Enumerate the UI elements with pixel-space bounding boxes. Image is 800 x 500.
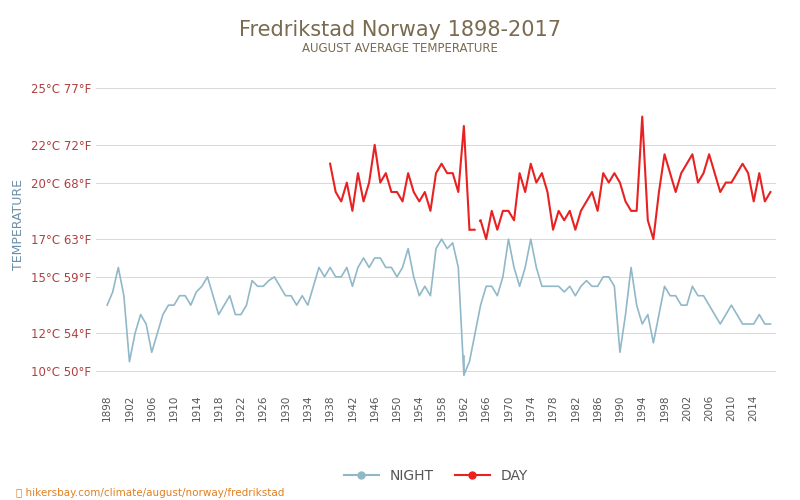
Text: 📍 hikersbay.com/climate/august/norway/fredrikstad: 📍 hikersbay.com/climate/august/norway/fr…: [16, 488, 284, 498]
Legend: NIGHT, DAY: NIGHT, DAY: [338, 464, 534, 488]
Text: AUGUST AVERAGE TEMPERATURE: AUGUST AVERAGE TEMPERATURE: [302, 42, 498, 56]
Y-axis label: TEMPERATURE: TEMPERATURE: [12, 180, 26, 270]
Text: Fredrikstad Norway 1898-2017: Fredrikstad Norway 1898-2017: [239, 20, 561, 40]
